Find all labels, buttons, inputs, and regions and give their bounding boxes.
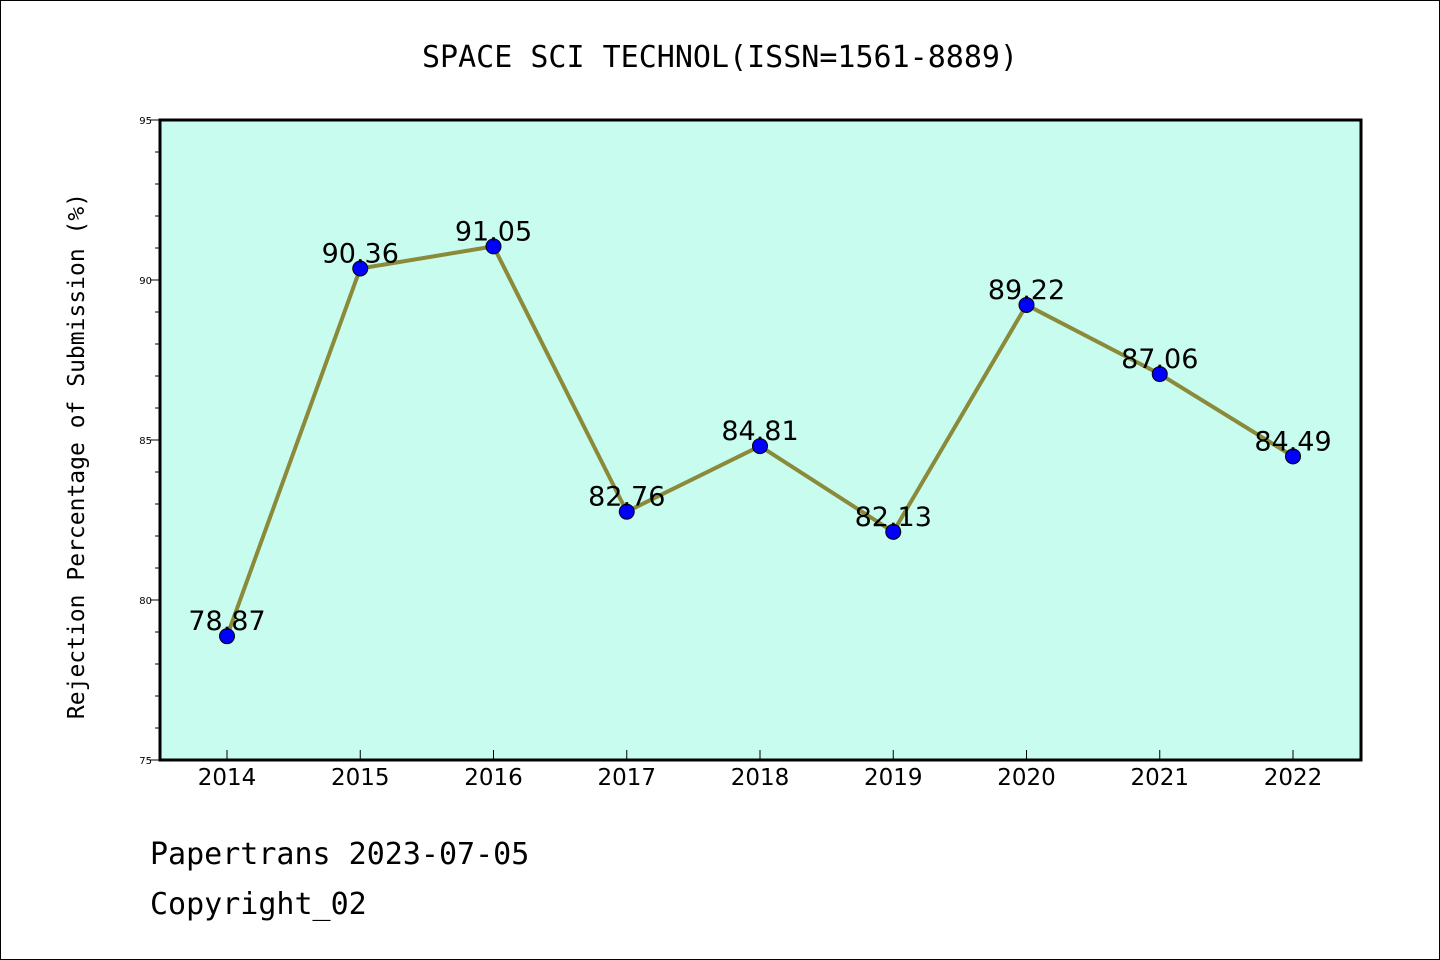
series-line-segment bbox=[891, 302, 1029, 534]
data-label: 82.13 bbox=[855, 502, 932, 533]
x-tick-label: 2015 bbox=[331, 765, 390, 791]
chart-title: SPACE SCI TECHNOL(ISSN=1561-8889) bbox=[422, 40, 1018, 75]
data-point bbox=[752, 438, 768, 455]
x-tick-label: 2017 bbox=[597, 765, 656, 791]
series-line-segment bbox=[624, 444, 762, 514]
data-point bbox=[885, 523, 902, 540]
data-label: 87.06 bbox=[1121, 344, 1198, 375]
series-line-group bbox=[225, 244, 1295, 639]
series-line-segment bbox=[1024, 302, 1162, 377]
data-labels: 78.87 90.36 91.05 82.76 84.81 82.13 89.22 87.06… bbox=[188, 216, 1331, 637]
series-line-segment bbox=[358, 244, 496, 271]
footer-copyright: Copyright_02 bbox=[150, 887, 367, 922]
y-axis-ticks: 75 80 85 90 95 bbox=[139, 116, 160, 767]
series-line-segment bbox=[1157, 372, 1295, 459]
x-tick-label: 2019 bbox=[864, 765, 923, 791]
y-axis-label: Rejection Percentage of Submission (%) bbox=[64, 193, 90, 719]
data-point bbox=[352, 260, 369, 277]
series-markers bbox=[219, 238, 1301, 645]
series-line-segment bbox=[225, 266, 363, 639]
y-tick-label: 90 bbox=[139, 276, 152, 287]
y-tick-label: 80 bbox=[139, 596, 152, 607]
data-label: 84.49 bbox=[1254, 426, 1331, 457]
x-axis-ticks: 2014 2015 2016 2017 2018 2019 2020 2021 2022 bbox=[198, 750, 1323, 791]
x-tick-label: 2018 bbox=[731, 765, 790, 791]
data-label: 89.22 bbox=[988, 275, 1065, 306]
data-point bbox=[1151, 366, 1168, 383]
y-tick-label: 75 bbox=[139, 756, 152, 767]
data-label: 82.76 bbox=[588, 482, 665, 513]
x-tick-label: 2016 bbox=[464, 765, 523, 791]
data-point bbox=[485, 238, 502, 255]
series-line-segment bbox=[758, 444, 896, 534]
x-tick-label: 2014 bbox=[198, 765, 257, 791]
data-point bbox=[618, 503, 635, 520]
data-point bbox=[1285, 448, 1301, 465]
x-tick-label: 2020 bbox=[997, 765, 1056, 791]
data-label: 90.36 bbox=[322, 238, 399, 269]
data-point bbox=[1018, 296, 1035, 313]
series-line-segment bbox=[491, 244, 629, 514]
x-tick-label: 2022 bbox=[1264, 765, 1323, 791]
x-tick-label: 2021 bbox=[1130, 765, 1189, 791]
data-point bbox=[219, 628, 235, 645]
data-label: 78.87 bbox=[188, 606, 265, 637]
data-label: 91.05 bbox=[455, 216, 532, 247]
y-tick-label: 95 bbox=[139, 116, 152, 127]
data-label: 84.81 bbox=[721, 416, 798, 447]
footer-source: Papertrans 2023-07-05 bbox=[150, 837, 529, 872]
y-tick-label: 85 bbox=[139, 436, 152, 447]
